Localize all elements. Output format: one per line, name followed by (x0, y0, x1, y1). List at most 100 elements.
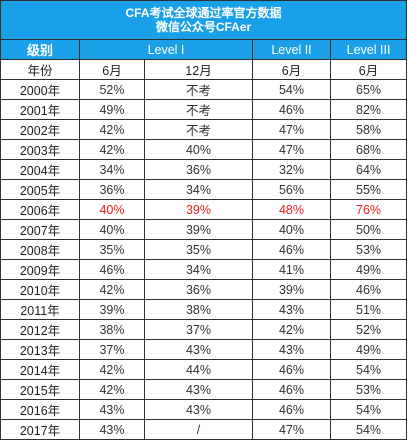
year-cell: 2003年 (0, 139, 80, 160)
level-1-header: Level I (79, 39, 253, 60)
level-2-june-cell: 48% (252, 199, 331, 220)
level-2-june-cell: 56% (252, 179, 331, 200)
table-row: 2016年 43% 43% 46% 54% (0, 399, 408, 420)
level-1-december-cell: 39% (144, 219, 253, 240)
level-3-june-cell: 76% (329, 199, 408, 220)
table-row: 2000年 52% 不考 54% 65% (0, 79, 408, 100)
year-cell: 2000年 (0, 79, 80, 100)
year-cell: 2011年 (0, 299, 80, 320)
level-1-december-cell: 43% (144, 399, 253, 420)
level-2-june-cell: 46% (252, 379, 331, 400)
table-row: 2003年 42% 40% 47% 68% (0, 139, 408, 160)
level-1-december-cell: 44% (144, 359, 253, 380)
year-cell: 2010年 (0, 279, 80, 300)
level-3-june-cell: 49% (329, 259, 408, 280)
year-cell: 2006年 (0, 199, 80, 220)
level-1-december-cell: 36% (144, 279, 253, 300)
year-cell: 2013年 (0, 339, 80, 360)
level-1-december-cell: 43% (144, 379, 253, 400)
title-line-2: 微信公众号CFAer (155, 20, 252, 34)
year-cell: 2002年 (0, 119, 80, 140)
level-2-june-cell: 46% (252, 239, 331, 260)
title-row: CFA考试全球通过率官方数据 微信公众号CFAer (0, 0, 408, 40)
year-cell: 2016年 (0, 399, 80, 420)
level-1-december-cell: 38% (144, 299, 253, 320)
level-1-december-cell: 35% (144, 239, 253, 260)
table-row: 2015年 42% 43% 46% 53% (0, 379, 408, 400)
table-title: CFA考试全球通过率官方数据 微信公众号CFAer (0, 0, 408, 40)
level-1-june-cell: 39% (79, 299, 145, 320)
level-3-june-cell: 64% (329, 159, 408, 180)
level-1-june-cell: 42% (79, 119, 145, 140)
level-1-june-cell: 52% (79, 79, 145, 100)
table-row: 2006年 40% 39% 48% 76% (0, 199, 408, 220)
table-row: 2001年 49% 不考 46% 82% (0, 99, 408, 120)
table-row: 2002年 42% 不考 47% 58% (0, 119, 408, 140)
year-cell: 2009年 (0, 259, 80, 280)
year-cell: 2017年 (0, 419, 80, 440)
year-cell: 2001年 (0, 99, 80, 120)
level-2-header: Level II (252, 39, 331, 60)
table-row: 2012年 38% 37% 42% 52% (0, 319, 408, 340)
level-1-june-cell: 42% (79, 359, 145, 380)
level-1-june-cell: 46% (79, 259, 145, 280)
table-row: 2005年 36% 34% 56% 55% (0, 179, 408, 200)
year-cell: 2014年 (0, 359, 80, 380)
level-3-june-cell: 53% (329, 379, 408, 400)
level-1-june-cell: 34% (79, 159, 145, 180)
level-2-june-header: 6月 (252, 59, 331, 80)
level-2-june-cell: 41% (252, 259, 331, 280)
level-3-june-cell: 68% (329, 139, 408, 160)
table-row: 2007年 40% 39% 40% 50% (0, 219, 408, 240)
level-3-june-cell: 53% (329, 239, 408, 260)
table-row: 2017年 43%/47% 54% (0, 419, 408, 440)
level-1-june-header: 6月 (79, 59, 145, 80)
level-header-label: 级别 (0, 39, 80, 60)
level-1-june-cell: 40% (79, 219, 145, 240)
level-1-june-cell: 40% (79, 199, 145, 220)
level-1-december-cell: 不考 (144, 79, 253, 100)
level-1-june-cell: 42% (79, 139, 145, 160)
table-row: 2013年 37% 43% 43% 49% (0, 339, 408, 360)
level-1-december-cell: 36% (144, 159, 253, 180)
table-row: 2009年 46% 34% 41% 49% (0, 259, 408, 280)
level-3-june-cell: 54% (329, 359, 408, 380)
year-cell: 2007年 (0, 219, 80, 240)
level-2-june-cell: 47% (252, 139, 331, 160)
level-2-june-cell: 46% (252, 399, 331, 420)
level-1-june-cell: 43% (79, 399, 145, 420)
month-header-row: 年份 6月 12月 6月 6月 (0, 59, 408, 80)
level-1-december-cell: 不考 (144, 119, 253, 140)
year-header-label: 年份 (0, 59, 80, 80)
year-cell: 2012年 (0, 319, 80, 340)
level-1-december-cell: 34% (144, 179, 253, 200)
level-1-december-cell: 不考 (144, 99, 253, 120)
level-1-june-cell: 37% (79, 339, 145, 360)
level-1-june-cell: 38% (79, 319, 145, 340)
year-cell: 2004年 (0, 159, 80, 180)
level-1-june-cell: 42% (79, 279, 145, 300)
table-row: 2004年 34% 36% 32% 64% (0, 159, 408, 180)
level-3-june-cell: 50% (329, 219, 408, 240)
level-2-june-cell: 46% (252, 359, 331, 380)
level-2-june-cell: 47% (252, 419, 331, 440)
year-cell: 2008年 (0, 239, 80, 260)
level-3-june-cell: 51% (329, 299, 408, 320)
level-2-june-cell: 43% (252, 299, 331, 320)
level-3-june-cell: 55% (329, 179, 408, 200)
level-2-june-cell: 43% (252, 339, 331, 360)
level-3-header: Level III (329, 39, 408, 60)
title-line-1: CFA考试全球通过率官方数据 (125, 6, 282, 20)
level-3-june-cell: 49% (329, 339, 408, 360)
level-3-june-cell: 54% (329, 399, 408, 420)
level-2-june-cell: 39% (252, 279, 331, 300)
level-3-june-cell: 52% (329, 319, 408, 340)
level-2-june-cell: 32% (252, 159, 331, 180)
level-1-june-cell: 35% (79, 239, 145, 260)
level-2-june-cell: 40% (252, 219, 331, 240)
level-2-june-cell: 46% (252, 99, 331, 120)
level-2-june-cell: 47% (252, 119, 331, 140)
